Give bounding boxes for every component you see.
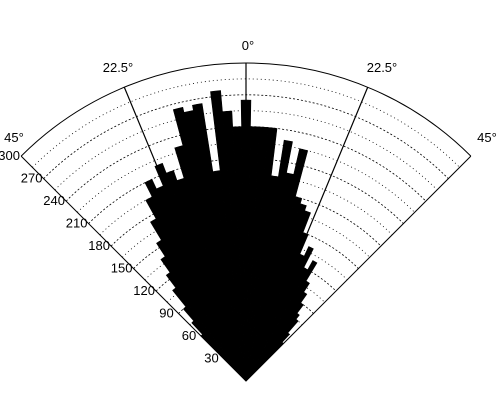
grid-arc-165: [122, 205, 370, 258]
grid-arc-120: [155, 253, 337, 292]
angle-tick-label-0: 45°: [4, 130, 24, 145]
labels-layer: 45° 22.5° 0° 22.5° 45° 30 60 90 1201501802102402…: [0, 38, 497, 366]
spoke-3: [245, 86, 369, 382]
radial-tick-label-240: 240: [43, 193, 65, 208]
radial-tick-label-300: 300: [0, 148, 20, 163]
grid-arc-225: [77, 142, 415, 213]
angle-tick-label-4: 45°: [477, 130, 497, 145]
radial-tick-label-90: 90: [159, 306, 173, 321]
radial-tick-label-60: 60: [182, 328, 196, 343]
angle-tick-label-3: 22.5°: [367, 60, 398, 75]
radial-tick-label-150: 150: [111, 261, 133, 276]
grid-arc-45: [211, 332, 281, 348]
radial-tick-label-270: 270: [21, 171, 43, 186]
grid-arc-75: [189, 301, 303, 326]
radial-tick-label-30: 30: [204, 351, 218, 366]
spoke-0: [20, 155, 247, 382]
radial-tick-label-180: 180: [88, 238, 110, 253]
angle-tick-label-2: 0°: [242, 38, 254, 53]
radial-tick-label-210: 210: [66, 216, 88, 231]
bar-19: [210, 90, 247, 382]
grid-arc-240: [65, 126, 427, 202]
radial-tick-label-120: 120: [133, 283, 155, 298]
bar-17: [192, 103, 247, 382]
bar-37: [245, 260, 318, 382]
grid-arc-300: [20, 62, 472, 157]
grid-layer: [20, 62, 472, 382]
spoke-1: [123, 86, 247, 382]
grid-arc-285: [32, 78, 460, 168]
angle-tick-label-1: 22.5°: [103, 60, 134, 75]
spoke-4: [245, 155, 472, 382]
bar-15: [172, 106, 247, 382]
grid-arc-90: [178, 285, 314, 314]
bars-layer: [144, 90, 318, 382]
